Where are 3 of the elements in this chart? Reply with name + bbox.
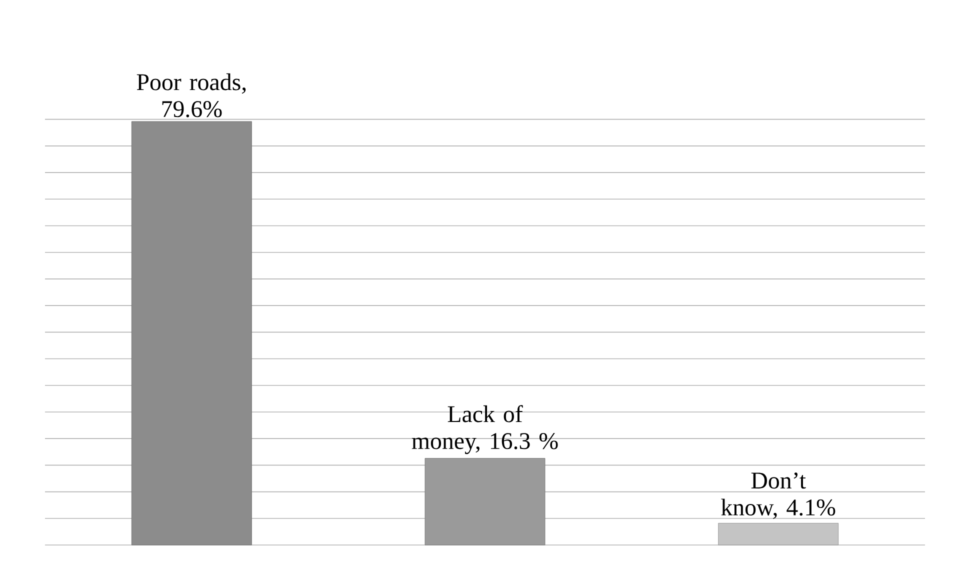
data-label: Poor roads, 79.6% <box>136 73 246 118</box>
data-label: Don’t know, 4.1% <box>721 472 836 519</box>
data-label: Lack of money, 16.3 % <box>412 405 558 454</box>
